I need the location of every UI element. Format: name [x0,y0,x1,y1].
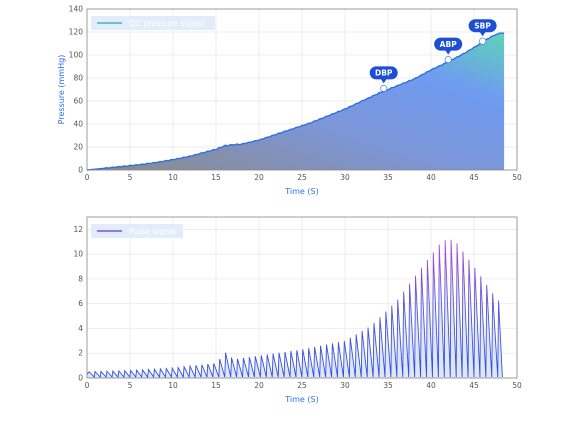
dc-pressure-x-axis-title: Time (S) [284,187,318,196]
y-tick-label: 6 [78,299,83,308]
dc-pressure-chart: 0 5 10 15 20 25 30 35 40 45 50 020406080100120140 … [57,5,522,197]
x-tick-label: 10 [168,381,178,390]
x-tick-label: 0 [85,381,90,390]
pulse-legend: Pulse signal [91,224,183,238]
y-tick-label: 10 [73,250,83,259]
annotation-abp: ABP [434,37,463,64]
pulse-legend-box [91,224,183,238]
annotation-marker [444,56,452,64]
pulse-x-axis-title: Time (S) [284,395,318,404]
dc-pressure-frame [86,8,518,171]
annotation-label: DBP [375,69,393,78]
x-tick-label: 50 [512,381,522,390]
x-tick-label: 50 [512,173,522,182]
x-tick-label: 5 [128,381,133,390]
dc-pressure-x-ticks: 0 5 10 15 20 25 30 35 40 45 50 [85,173,522,182]
x-tick-label: 25 [297,381,307,390]
x-tick-label: 10 [168,173,178,182]
annotation-pointer [479,31,486,37]
y-tick-label: 0 [78,166,83,175]
y-tick-label: 60 [73,97,83,106]
pulse-frame [86,216,518,379]
y-tick-label: 80 [73,74,83,83]
x-tick-label: 45 [469,381,479,390]
y-tick-label: 4 [78,324,83,333]
dc-pressure-legend-label: DC pressure signal [129,19,204,28]
annotation-pointer [380,78,387,84]
annotation-bubble [434,37,463,51]
x-tick-label: 20 [254,381,264,390]
x-tick-label: 15 [211,173,221,182]
annotation-label: SBP [474,22,491,31]
dc-pressure-legend: DC pressure signal [91,16,215,30]
y-tick-label: 120 [69,28,84,37]
y-tick-label: 140 [69,5,84,14]
pulse-area [87,239,503,378]
y-tick-label: 20 [73,143,83,152]
annotation-pointer [445,50,452,55]
dc-pressure-y-ticks: 0 20 40 60 80 100 120 140 [69,5,84,175]
pulse-x-ticks: 0 5 10 15 20 25 30 35 40 45 50 [85,381,522,390]
annotation-marker [479,37,487,45]
x-tick-label: 30 [340,173,350,182]
annotation-sbp: SBP [468,19,497,45]
y-tick-label: 12 [73,225,83,234]
y-tick-label: 100 [69,51,84,60]
dc-pressure-area [87,33,505,171]
x-tick-label: 35 [383,173,393,182]
annotation-bubble [468,19,497,33]
x-tick-label: 40 [426,381,436,390]
x-tick-label: 25 [297,173,307,182]
dc-pressure-annotations: DBP ABP SBP [369,19,497,92]
x-tick-label: 30 [340,381,350,390]
annotation-dbp: DBP [369,66,398,92]
pulse-line [86,239,503,379]
annotation-marker [380,84,388,92]
dc-pressure-y-axis-title: Pressure (mmHg) [57,55,66,125]
x-tick-label: 5 [128,173,133,182]
y-tick-label: 40 [73,120,83,129]
y-tick-label: 2 [78,349,83,358]
x-tick-label: 20 [254,173,264,182]
annotation-bubble [369,66,398,80]
pulse-y-ticks: 0 2 4 6 8 10 12 [73,225,83,383]
x-tick-label: 15 [211,381,221,390]
x-tick-label: 35 [383,381,393,390]
annotation-label: ABP [440,40,458,49]
x-tick-label: 45 [469,173,479,182]
y-tick-label: 0 [78,374,83,383]
x-tick-label: 40 [426,173,436,182]
dc-pressure-legend-box [91,16,215,30]
x-tick-label: 0 [85,173,90,182]
pulse-legend-label: Pulse signal [129,227,176,236]
y-tick-label: 8 [78,274,83,283]
